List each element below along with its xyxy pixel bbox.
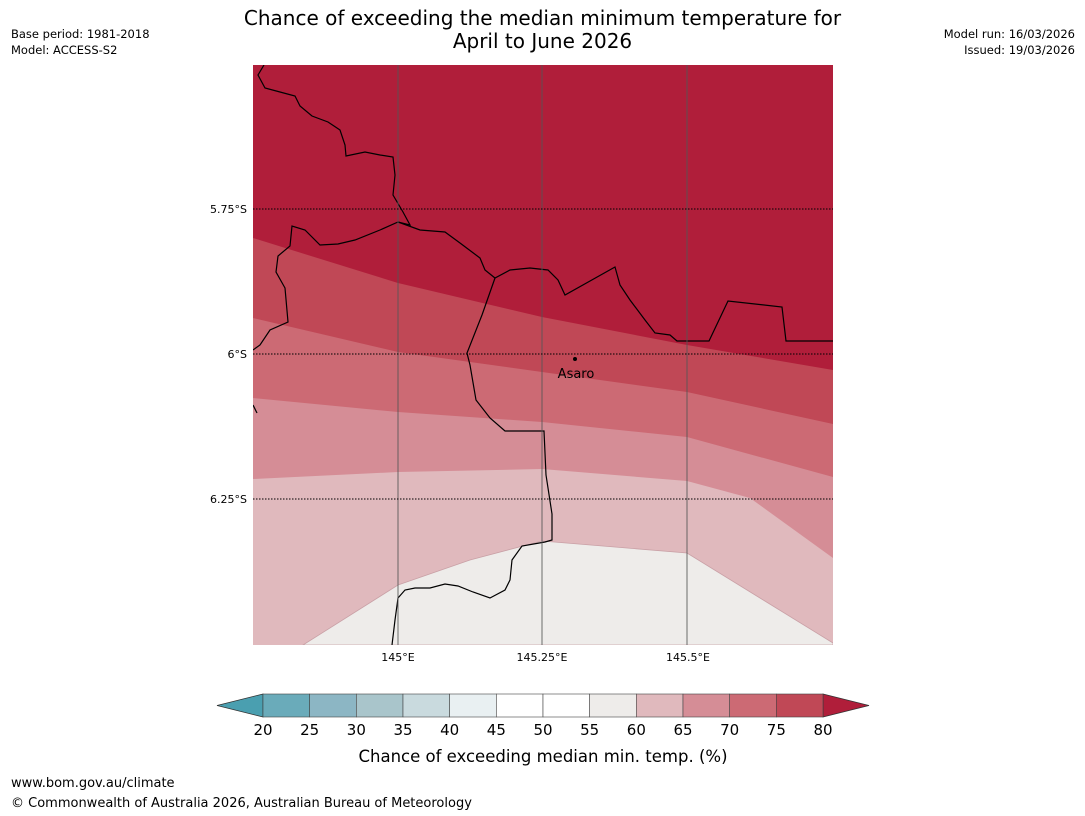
chart-title: Chance of exceeding the median minimum t… <box>0 7 1085 53</box>
band-55-60 <box>302 540 833 645</box>
legend-swatch <box>309 693 357 718</box>
lon-label: 145°E <box>381 651 414 664</box>
latitude-gridlines <box>253 208 833 500</box>
model-run-date: Model run: 16/03/2026 <box>943 27 1075 41</box>
legend-tick-label: 55 <box>580 721 599 739</box>
legend-tick-label: 30 <box>347 721 366 739</box>
base-info: Base period: 1981-2018 Model: ACCESS-S2 <box>11 26 150 58</box>
coastline-borders <box>253 65 833 645</box>
run-info: Model run: 16/03/2026 Issued: 19/03/2026 <box>944 26 1075 58</box>
probability-bands <box>253 65 833 645</box>
legend-swatch <box>776 693 824 718</box>
town-marker-icon <box>573 357 577 361</box>
legend-tick-label: 35 <box>393 721 412 739</box>
lon-label: 145.5°E <box>666 651 710 664</box>
legend-tick-label: 45 <box>487 721 506 739</box>
legend-tick-label: 75 <box>767 721 786 739</box>
lat-label: 5.75°S <box>210 203 247 216</box>
coastline-east <box>397 221 833 342</box>
base-period: Base period: 1981-2018 <box>11 27 150 41</box>
title-line-2: April to June 2026 <box>452 29 633 53</box>
footer-url: www.bom.gov.au/climate <box>11 776 175 791</box>
legend-swatch <box>496 693 544 718</box>
legend-tick-label: 65 <box>673 721 692 739</box>
title-line-1: Chance of exceeding the median minimum t… <box>243 6 842 30</box>
longitude-gridlines <box>397 65 688 645</box>
town-label: Asaro <box>558 367 595 382</box>
legend-swatch <box>636 693 684 718</box>
lat-label: 6°S <box>228 348 247 361</box>
legend-tick-label: 40 <box>440 721 459 739</box>
legend-swatch <box>682 693 730 718</box>
legend-swatch <box>356 693 404 718</box>
legend-tick-label: 70 <box>720 721 739 739</box>
legend-tick-label: 60 <box>627 721 646 739</box>
legend-swatch <box>449 693 497 718</box>
latitude-labels: 5.75°S 6°S 6.25°S <box>210 203 247 506</box>
footer-copyright: © Commonwealth of Australia 2026, Austra… <box>11 796 472 811</box>
legend-label: Chance of exceeding median min. temp. (%… <box>358 747 727 766</box>
legend-extend-high <box>822 693 870 718</box>
coastline <box>253 65 412 351</box>
legend-swatch <box>589 693 637 718</box>
legend-swatch <box>402 693 450 718</box>
legend-tick-label: 80 <box>813 721 832 739</box>
longitude-labels: 145°E 145.25°E 145.5°E <box>381 651 710 664</box>
lat-label: 6.25°S <box>210 493 247 506</box>
legend-colorbar <box>216 693 870 718</box>
coastline-fragment <box>253 404 258 414</box>
legend-swatch <box>262 693 310 718</box>
model-name: Model: ACCESS-S2 <box>11 43 118 57</box>
legend-tick-label: 20 <box>253 721 272 739</box>
legend-extend-low <box>216 693 264 718</box>
legend-swatch <box>729 693 777 718</box>
legend-ticks: 20 25 30 35 40 45 50 55 60 65 70 75 80 <box>253 721 832 739</box>
legend-tick-label: 25 <box>300 721 319 739</box>
province-border <box>391 277 553 645</box>
issued-date: Issued: 19/03/2026 <box>964 43 1075 57</box>
legend-tick-label: 50 <box>533 721 552 739</box>
lon-label: 145.25°E <box>517 651 568 664</box>
legend-swatch <box>542 693 590 718</box>
